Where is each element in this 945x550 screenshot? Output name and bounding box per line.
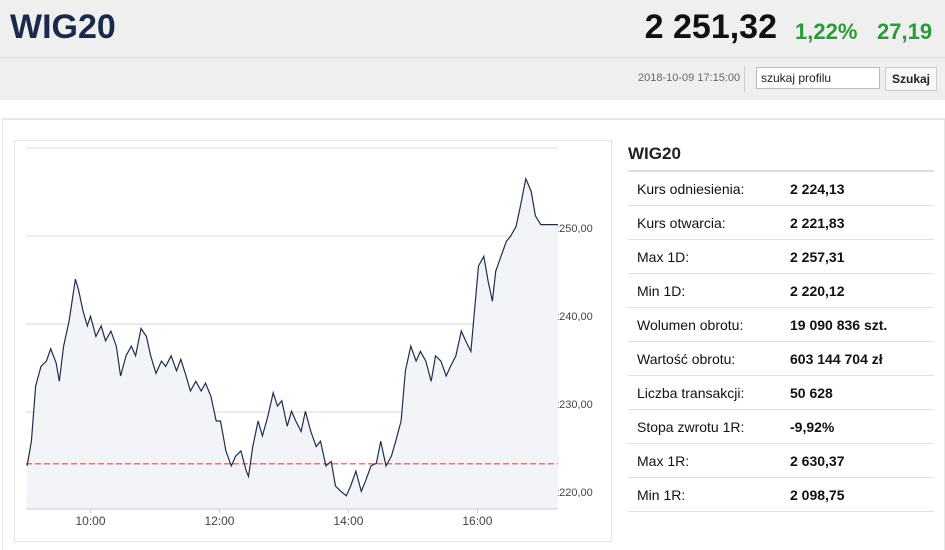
change-percent: 1,22% <box>795 19 858 44</box>
x-tick-label: 14:00 <box>333 514 363 528</box>
table-row: Max 1D: 2 257,31 <box>628 240 934 274</box>
row-label: Kurs odniesienia: <box>637 181 745 197</box>
x-tick-label: 12:00 <box>204 514 234 528</box>
row-label: Min 1D: <box>637 283 686 299</box>
row-label: Liczba transakcji: <box>637 385 745 401</box>
row-value: 50 628 <box>790 385 833 401</box>
row-label: Max 1D: <box>637 249 690 265</box>
table-row: Min 1D: 2 220,12 <box>628 274 934 308</box>
row-label: Wolumen obrotu: <box>637 317 744 333</box>
row-label: Kurs otwarcia: <box>637 215 726 231</box>
row-value: 2 098,75 <box>790 487 845 503</box>
index-title: WIG20 <box>10 8 116 46</box>
timestamp: 2018-10-09 17:15:00 <box>638 72 741 84</box>
divider <box>744 66 745 92</box>
table-row: Kurs otwarcia: 2 221,83 <box>628 206 934 240</box>
change: 27,19 <box>877 19 933 44</box>
table-row: Kurs odniesienia: 2 224,13 <box>628 172 934 206</box>
row-value: 2 630,37 <box>790 453 845 469</box>
area <box>27 178 558 510</box>
x-tick-label: 10:00 <box>75 514 105 528</box>
table-row: Wolumen obrotu: 19 090 836 szt. <box>628 308 934 342</box>
row-value: -9,92% <box>790 419 835 435</box>
divider <box>0 57 945 58</box>
table-row: Liczba transakcji: 50 628 <box>628 376 934 410</box>
search-input[interactable]: szukaj profilu <box>756 67 880 89</box>
row-value: 2 220,12 <box>790 283 845 299</box>
y-tick-label: 2240,00 <box>553 311 593 323</box>
table-row: Min 1R: 2 098,75 <box>628 478 934 512</box>
price: 2 251,32 <box>644 8 777 46</box>
row-label: Max 1R: <box>637 453 690 469</box>
row-value: 2 257,31 <box>790 249 845 265</box>
y-tick-label: 2250,00 <box>553 223 593 235</box>
table-title: WIG20 <box>628 140 934 172</box>
info-table: WIG20 Kurs odniesienia: 2 224,13 Kurs otwa… <box>628 140 934 512</box>
price-line <box>26 176 558 497</box>
row-label: Wartość obrotu: <box>637 351 736 367</box>
chart-box: 2220,00 2230,00 2240,00 2250,00 10:00 12:00 14… <box>14 140 612 542</box>
table-body: Kurs odniesienia: 2 224,13 Kurs otwarcia: 2… <box>628 172 934 512</box>
row-label: Min 1R: <box>637 487 686 503</box>
x-tick-label: 16:00 <box>462 514 492 528</box>
y-tick-label: 2230,00 <box>553 399 593 411</box>
row-label: Stopa zwrotu 1R: <box>637 419 745 435</box>
row-value: 2 224,13 <box>790 181 845 197</box>
row-value: 2 221,83 <box>790 215 845 231</box>
row-value: 603 144 704 zł <box>790 351 883 367</box>
table-row: Stopa zwrotu 1R: -9,92% <box>628 410 934 444</box>
y-tick-label: 2220,00 <box>553 487 593 499</box>
search-button[interactable]: Szukaj <box>885 67 937 91</box>
row-value: 19 090 836 szt. <box>790 317 888 333</box>
chart: 2220,00 2230,00 2240,00 2250,00 10:00 12:00 14… <box>26 147 593 528</box>
table-row: Wartość obrotu: 603 144 704 zł <box>628 342 934 376</box>
table-row: Max 1R: 2 630,37 <box>628 444 934 478</box>
header: WIG20 2 251,32 1,22% 27,19 2018-10-09 17… <box>0 0 945 100</box>
